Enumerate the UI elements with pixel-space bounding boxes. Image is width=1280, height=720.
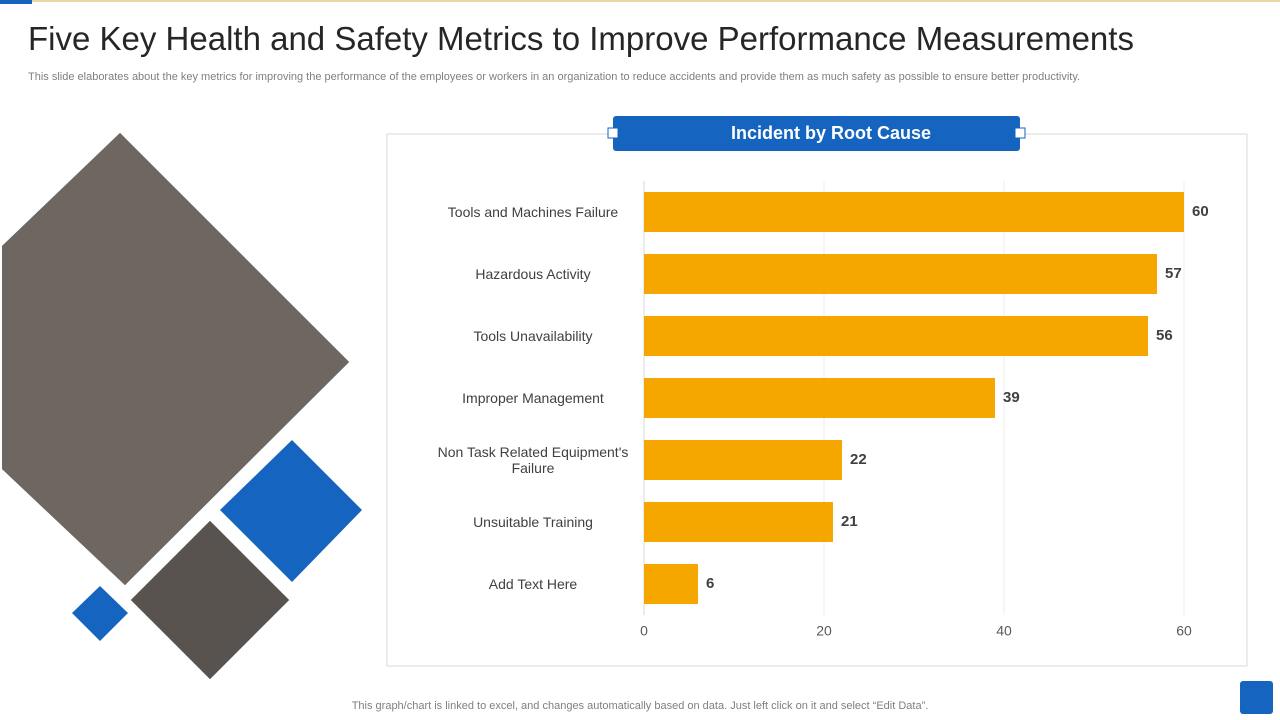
photo: [0, 127, 355, 591]
bar: [644, 316, 1148, 356]
chart-title: Incident by Root Cause: [731, 123, 931, 143]
decor-diamond: [72, 586, 128, 641]
slide-subtitle: This slide elaborates about the key metr…: [28, 71, 1081, 83]
x-tick-label: 20: [816, 623, 832, 639]
y-tick-label: Improper Management: [462, 390, 604, 406]
handle: [607, 127, 619, 139]
value-label: 21: [841, 513, 858, 530]
bar: [644, 564, 698, 604]
chart-title-box: [613, 116, 1020, 151]
accent-bar: [0, 0, 32, 4]
handle: [1014, 127, 1026, 139]
y-tick-label: Unsuitable Training: [473, 514, 593, 530]
corner-square: [1240, 681, 1273, 714]
bar: [644, 254, 1157, 294]
bar: [644, 192, 1184, 232]
photo: [125, 515, 295, 685]
x-tick-label: 60: [1176, 623, 1192, 639]
y-tick-label: Tools and Machines Failure: [447, 204, 619, 220]
bar: [644, 502, 833, 542]
footnote: This graph/chart is linked to excel, and…: [351, 700, 929, 712]
value-label: 6: [706, 575, 714, 592]
value-label: 56: [1156, 327, 1173, 344]
bar: [644, 440, 842, 480]
y-tick-label: Non Task Related Equipment's Failure: [437, 444, 629, 476]
y-tick-label: Tools Unavailability: [473, 328, 593, 344]
value-label: 39: [1003, 389, 1020, 406]
decor-diamond: [220, 440, 362, 582]
value-label: 60: [1192, 203, 1209, 220]
y-tick-label: Hazardous Activity: [475, 266, 591, 282]
bar: [644, 378, 995, 418]
value-label: 57: [1165, 265, 1182, 282]
value-label: 22: [850, 451, 867, 468]
x-tick-label: 0: [640, 623, 648, 639]
y-tick-label: Add Text Here: [488, 576, 578, 592]
x-tick-label: 40: [996, 623, 1012, 639]
slide-title: Five Key Health and Safety Metrics to Im…: [28, 20, 1134, 57]
